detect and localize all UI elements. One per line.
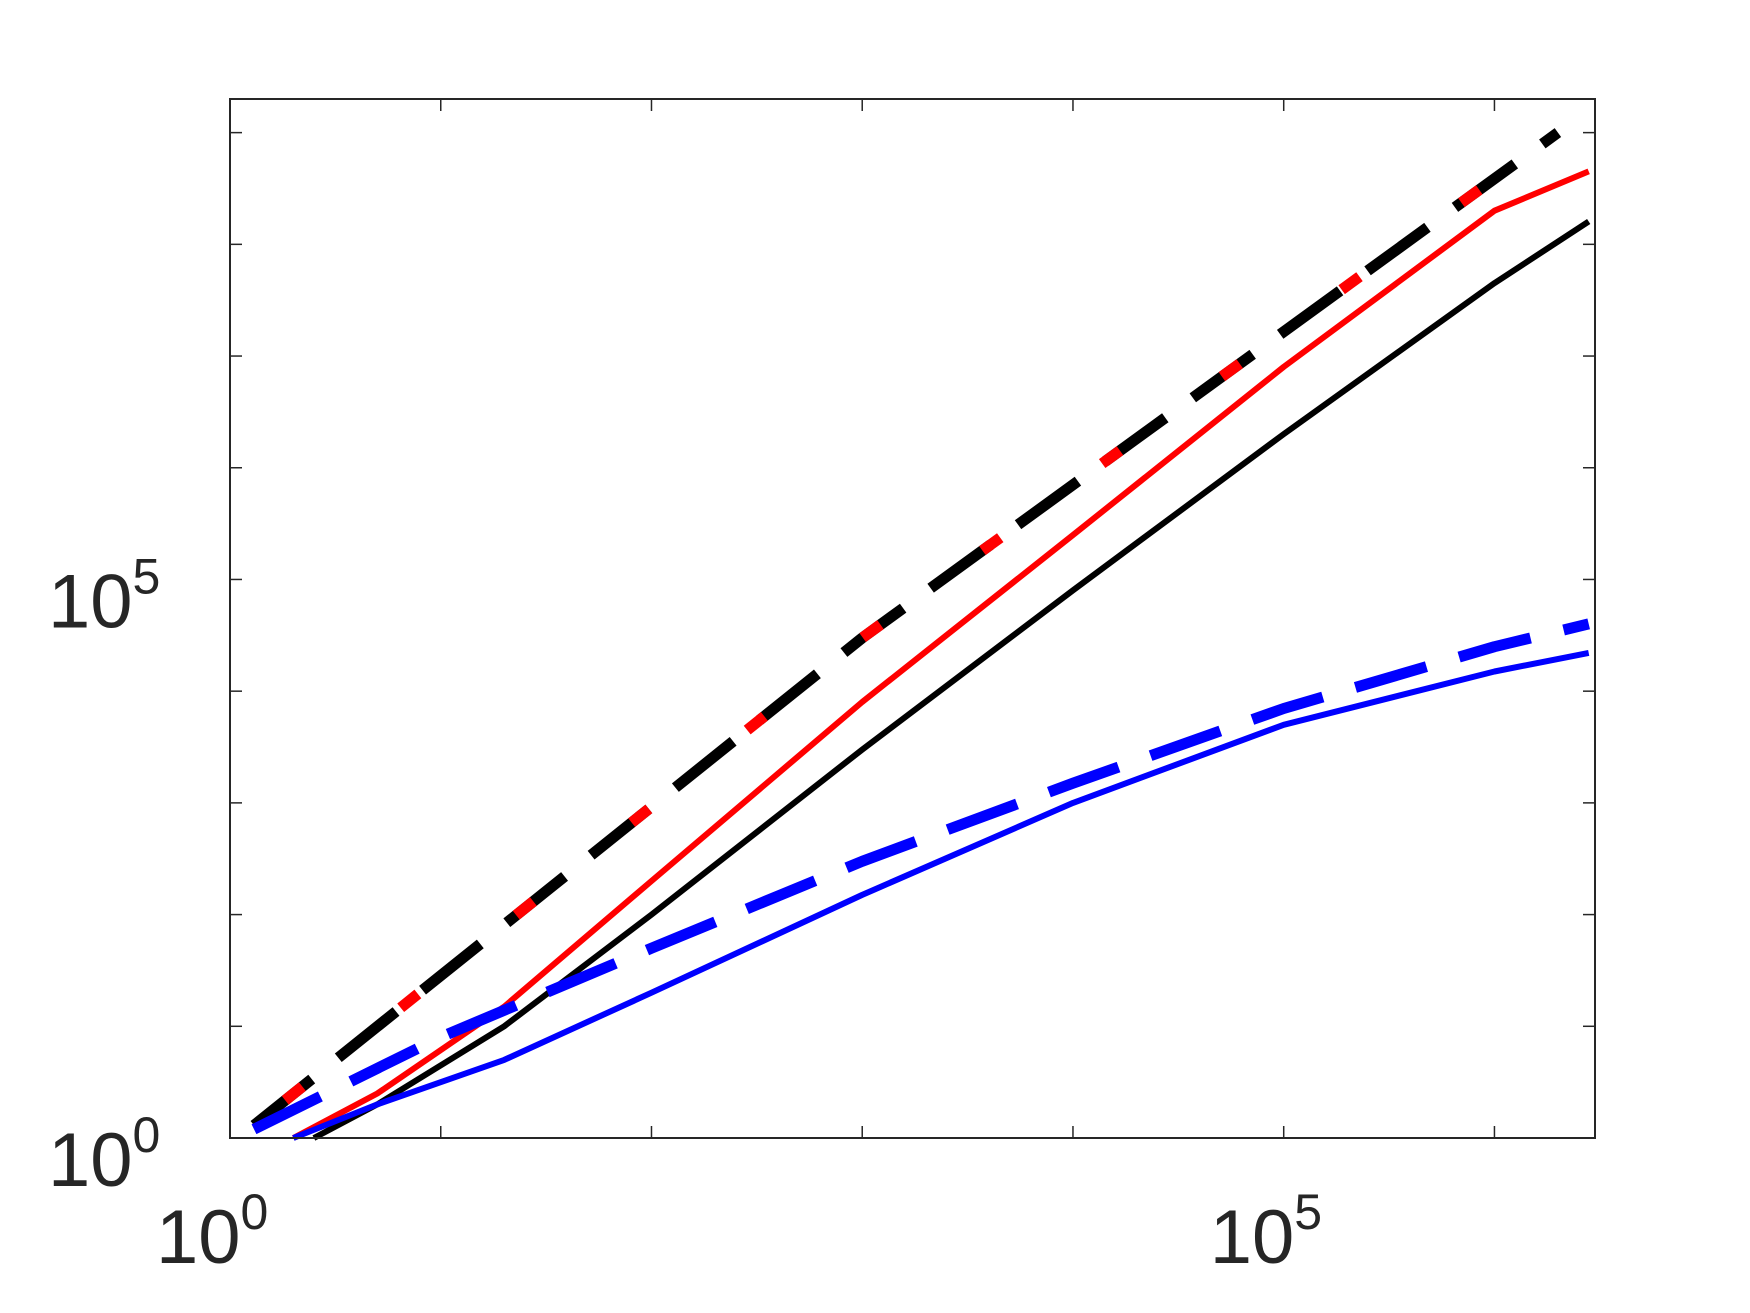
series-line-4 <box>312 218 1591 1141</box>
x-tick-label: 100 <box>156 1184 268 1280</box>
series-line-3 <box>291 168 1590 1141</box>
y-tick-label: 105 <box>48 548 160 644</box>
series-line-5 <box>251 618 1590 1135</box>
labels-layer: 100 105 100 105 <box>48 548 1322 1280</box>
series-layer <box>250 128 1591 1141</box>
x-tick-label: 105 <box>1210 1184 1322 1280</box>
y-tick-label: 100 <box>48 1107 160 1203</box>
series-line-6 <box>292 649 1590 1141</box>
series-line-1 <box>250 128 1562 1130</box>
plot-frame <box>229 98 1596 1139</box>
